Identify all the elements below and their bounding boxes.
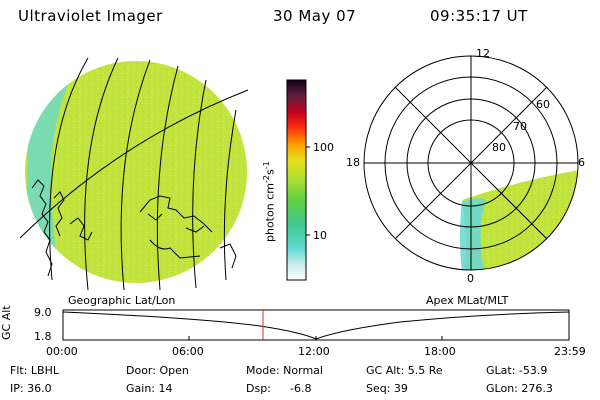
lat-label-60: 60 <box>536 98 550 111</box>
geographic-panel-label: Geographic Lat/Lon <box>68 294 176 307</box>
time-label: 09:35:17 UT <box>430 7 528 25</box>
apex-panel-label: Apex MLat/MLT <box>426 294 509 307</box>
door-info: Door: Open <box>126 364 189 377</box>
x-tick-0000: 00:00 <box>46 345 78 358</box>
mlt-label-12: 12 <box>476 47 490 60</box>
coastlines <box>31 179 237 277</box>
polar-emission <box>460 168 578 270</box>
instrument-title: Ultraviolet Imager <box>18 7 163 25</box>
mlt-label-6: 6 <box>578 156 585 169</box>
mode-info: Mode: Normal <box>246 364 323 377</box>
colorbar <box>286 79 307 281</box>
colorbar-unit-label: photon cm-2s-1 <box>262 161 277 242</box>
dsp-label: Dsp: <box>246 382 271 395</box>
mlt-label-0: 0 <box>467 272 474 285</box>
colorbar-tick-label-100: 100 <box>313 141 334 154</box>
seq-info: Seq: 39 <box>366 382 408 395</box>
x-tick-2359: 23:59 <box>554 345 586 358</box>
glon-info: GLon: 276.3 <box>486 382 553 395</box>
altitude-x-ticks <box>62 336 570 340</box>
geographic-panel <box>19 57 249 291</box>
x-tick-0600: 06:00 <box>172 345 204 358</box>
earth-disc <box>25 61 247 283</box>
mlt-label-18: 18 <box>346 156 360 169</box>
gc-alt-info: GC Alt: 5.5 Re <box>366 364 443 377</box>
gain-info: Gain: 14 <box>126 382 173 395</box>
date-label: 30 May 07 <box>273 7 357 25</box>
dsp-value: -6.8 <box>290 382 312 395</box>
x-tick-1800: 18:00 <box>424 345 456 358</box>
polar-panel <box>363 55 579 271</box>
polar-grid <box>363 55 579 271</box>
colorbar-tick-label-10: 10 <box>313 229 327 242</box>
altitude-ylabel: GC Alt <box>0 305 13 340</box>
graticule <box>19 57 249 291</box>
altitude-y-bottom: 1.8 <box>34 330 52 343</box>
altitude-plot <box>62 309 570 341</box>
lat-label-80: 80 <box>492 141 506 154</box>
filter-info: Flt: LBHL <box>10 364 59 377</box>
ip-info: IP: 36.0 <box>10 382 52 395</box>
glat-info: GLat: -53.9 <box>486 364 548 377</box>
x-tick-1200: 12:00 <box>298 345 330 358</box>
altitude-curve <box>62 311 570 340</box>
lat-label-70: 70 <box>513 120 527 133</box>
altitude-y-top: 9.0 <box>34 306 52 319</box>
